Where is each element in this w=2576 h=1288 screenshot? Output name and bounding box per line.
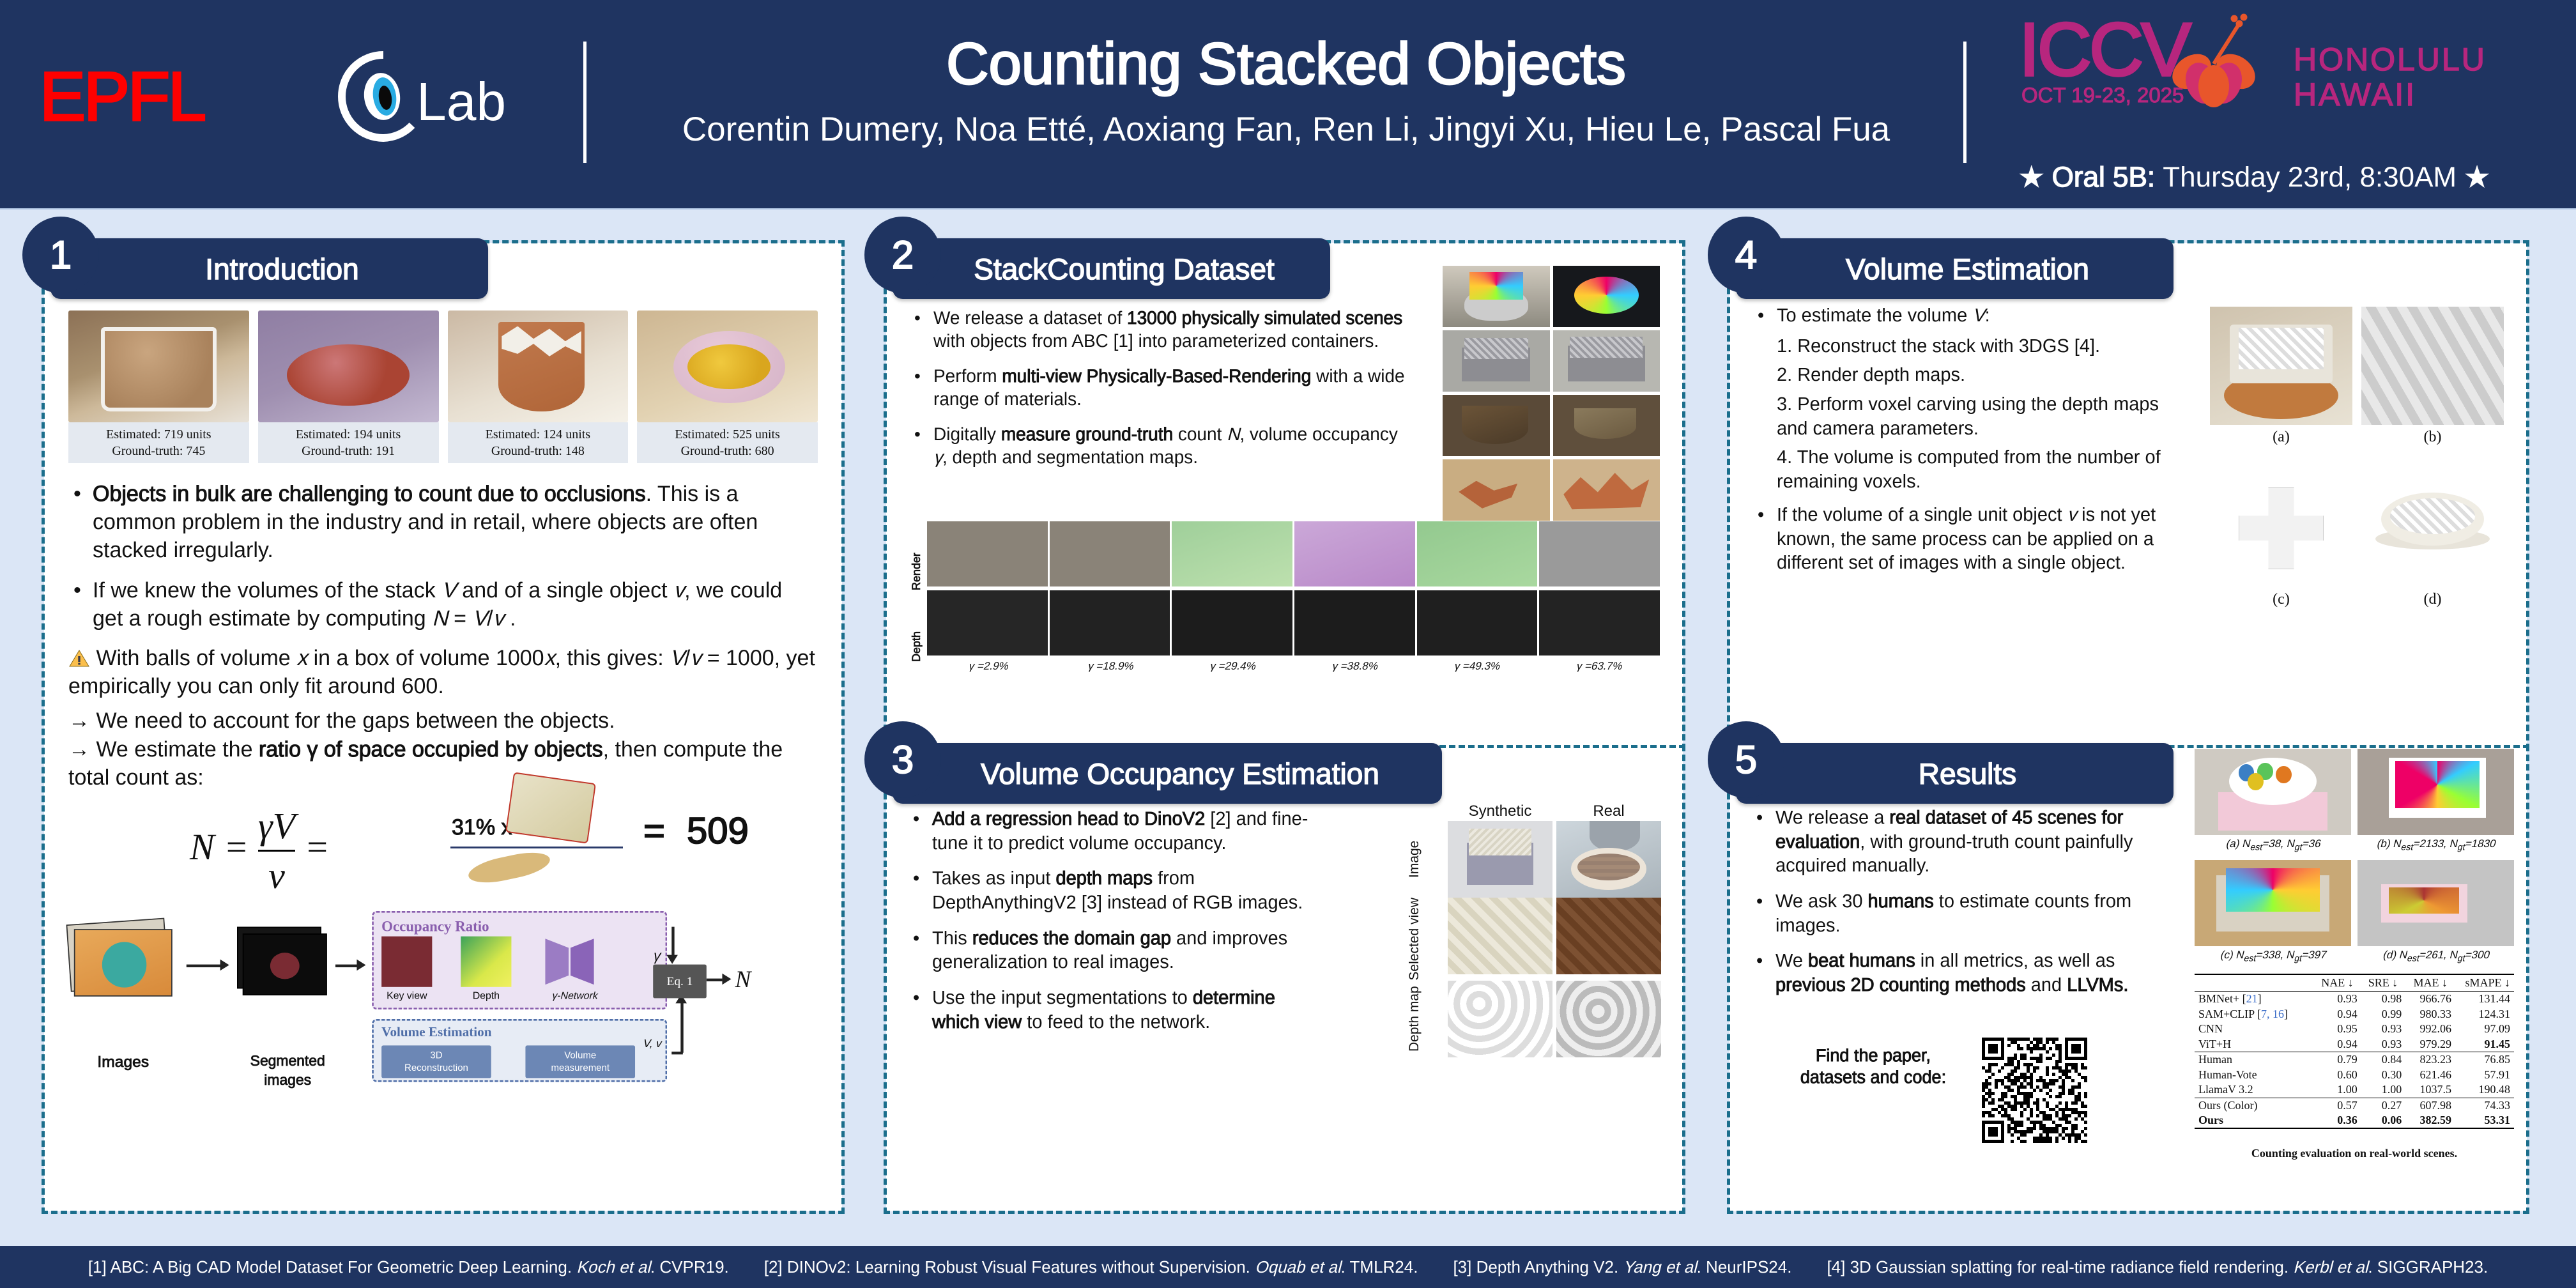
svg-text:HAWAII: HAWAII (2294, 77, 2416, 112)
svg-text:OCT 19-23, 2025: OCT 19-23, 2025 (2021, 83, 2184, 107)
svg-text:Lab: Lab (417, 72, 506, 132)
svg-text:ICCV: ICCV (2019, 8, 2193, 92)
svg-text:HONOLULU: HONOLULU (2294, 42, 2487, 77)
